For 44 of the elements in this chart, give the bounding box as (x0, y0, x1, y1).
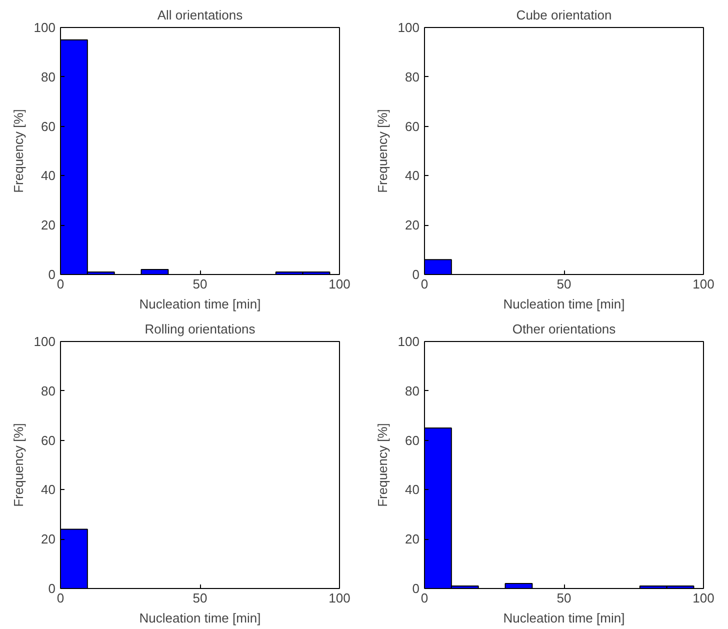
x-axis-title: Nucleation time [min] (503, 610, 625, 626)
chart-title: Other orientations (512, 322, 616, 336)
x-tick-label: 100 (692, 590, 714, 606)
chart-title: Rolling orientations (144, 322, 256, 336)
y-axis-title: Frequency [%] (374, 109, 390, 193)
y-tick-label: 100 (398, 334, 420, 349)
y-axis-title: Frequency [%] (10, 109, 26, 193)
x-tick-label: 100 (328, 276, 350, 292)
y-tick-label: 20 (405, 218, 420, 233)
x-axis-title: Nucleation time [min] (139, 610, 261, 626)
y-tick-label: 80 (405, 69, 420, 84)
y-tick-label: 100 (398, 20, 420, 35)
y-axis-title: Frequency [%] (374, 423, 390, 507)
y-tick-label: 80 (41, 383, 56, 398)
y-tick-label: 0 (412, 581, 420, 596)
y-tick-label: 60 (41, 118, 56, 134)
y-tick-label: 40 (405, 168, 420, 184)
y-tick-label: 20 (41, 218, 56, 233)
chart-title: Cube orientation (516, 8, 612, 22)
y-tick-label: 60 (41, 432, 56, 448)
x-tick-label: 50 (192, 590, 208, 606)
x-tick-label: 100 (328, 590, 350, 606)
x-tick-label: 50 (192, 276, 208, 292)
y-tick-label: 0 (412, 267, 420, 282)
y-tick-label: 40 (405, 482, 420, 498)
y-tick-label: 0 (48, 581, 56, 596)
y-tick-label: 100 (34, 334, 56, 349)
x-tick-label: 50 (556, 276, 572, 292)
y-tick-label: 40 (41, 482, 56, 498)
y-tick-label: 80 (405, 383, 420, 398)
y-tick-label: 60 (405, 118, 420, 134)
y-tick-label: 60 (405, 432, 420, 448)
x-tick-label: 50 (556, 590, 572, 606)
chart-title: All orientations (157, 8, 244, 22)
x-axis-title: Nucleation time [min] (503, 296, 625, 312)
y-tick-label: 20 (405, 532, 420, 547)
x-tick-label: 100 (692, 276, 714, 292)
y-tick-label: 20 (41, 532, 56, 547)
y-tick-label: 0 (48, 267, 56, 282)
y-tick-label: 80 (41, 69, 56, 84)
y-axis-title: Frequency [%] (10, 423, 26, 507)
x-axis-title: Nucleation time [min] (139, 296, 261, 312)
y-tick-label: 100 (34, 20, 56, 35)
y-tick-label: 40 (41, 168, 56, 184)
